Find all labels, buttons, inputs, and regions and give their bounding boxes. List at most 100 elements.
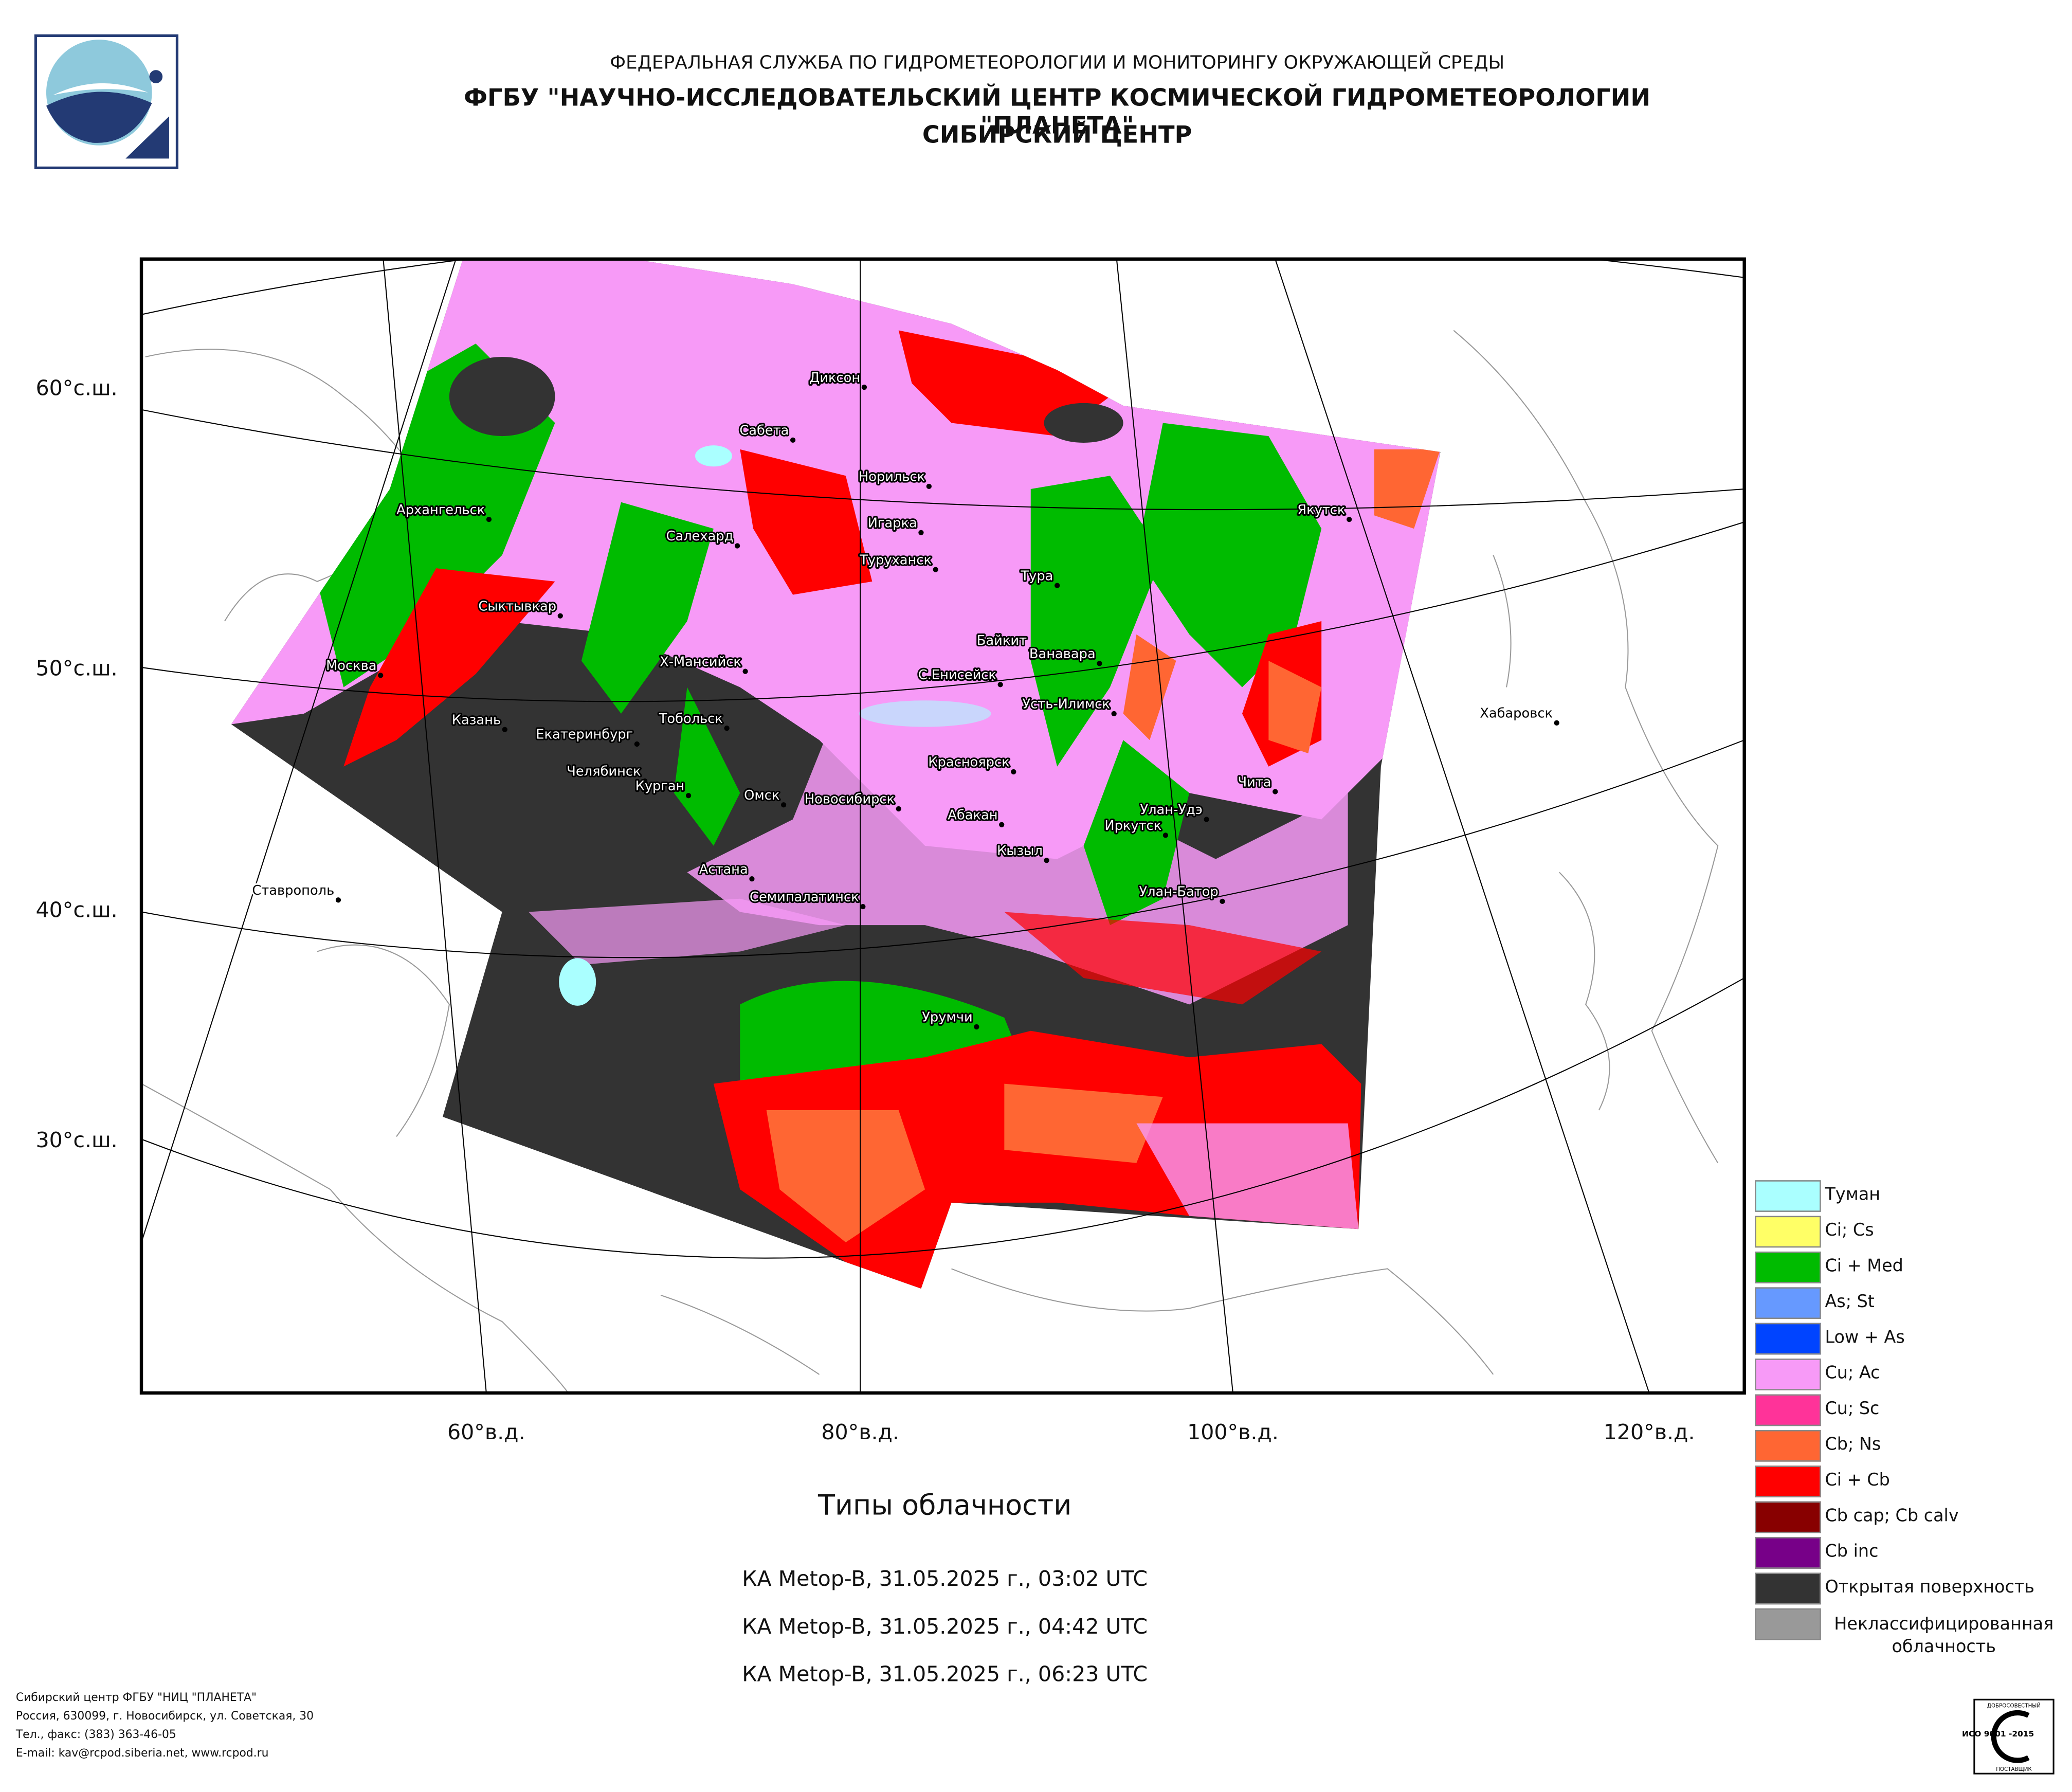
cert-code: ИСО 9001 -2015 [1962,1729,2034,1739]
city-dot [1273,789,1278,794]
city-dot [642,778,648,784]
legend-label: Cu; Sc [1825,1399,1880,1420]
footer-line: Сибирский центр ФГБУ "НИЦ "ПЛАНЕТА" [15,1691,257,1705]
city-dot [1028,647,1033,653]
city-dot [742,668,748,674]
header-agency: ФЕДЕРАЛЬНАЯ СЛУЖБА ПО ГИДРОМЕТЕОРОЛОГИИ … [610,52,1505,74]
city-dot [749,876,755,882]
city-label: Чита [1238,774,1271,790]
city-dot [502,727,507,732]
city-label: Сыктывкар [478,599,556,614]
lon-label: 80°в.д. [821,1420,899,1444]
city-label: Улан-Удэ [1140,802,1202,818]
city-label: Челябинск [567,764,641,780]
legend-swatch [1755,1180,1821,1212]
city-dot [1220,898,1225,904]
city-dot [933,567,938,572]
city-dot [999,822,1005,827]
lon-label: 60°в.д. [447,1420,525,1444]
lat-label: 50°с.ш. [35,656,117,680]
lat-label: 60°с.ш. [35,375,117,400]
city-label: Хабаровск [1480,706,1553,721]
city-label: Астана [699,862,748,877]
city-dot [1111,711,1117,717]
header-center: СИБИРСКИЙ ЦЕНТР [922,121,1192,150]
city-label: Х-Мансийск [660,654,741,669]
city-dot [1055,583,1060,588]
city-label: С.Енисейск [918,667,996,683]
city-dot [557,613,563,619]
legend-swatch [1755,1501,1821,1533]
city-label: Курган [635,779,685,794]
city-dot [918,530,924,535]
legend-label: Cb inc [1825,1542,1879,1562]
city-dot [685,793,692,799]
city-label: Урумчи [922,1010,972,1025]
footer-line: Тел., факс: (383) 363-46-05 [15,1728,176,1742]
city-layer: Диксон Сабета Норильск Игарка Туруханск Тура Я… [250,369,1559,1030]
legend-label: Cb; Ns [1825,1435,1881,1455]
legend-swatch [1755,1323,1821,1355]
legend-swatch [1755,1572,1821,1605]
legend-swatch [1755,1216,1821,1248]
legend-label: Открытая поверхность [1825,1578,2034,1598]
legend-swatch [1755,1394,1821,1426]
city-label: Ставрополь [252,883,334,898]
legend-label: Туман [1825,1185,1881,1206]
graticule-labels: 60°с.ш. 50°с.ш. 40°с.ш. 30°с.ш. 60°в.д. 80°в.… [35,375,1695,1444]
legend-label: Cb cap; Cb calv [1825,1507,1959,1527]
city-label: Тура [1020,568,1053,584]
city-label: Туруханск [859,552,932,568]
city-dot [860,904,866,910]
legend-label: Ci + Med [1825,1257,1903,1277]
lon-label: 100°в.д. [1187,1420,1279,1444]
legend-label: Ci; Cs [1825,1221,1874,1241]
city-dot [735,543,740,549]
city-dot [378,673,384,678]
city-label: Салехард [666,529,734,544]
legend-swatch [1755,1465,1821,1498]
legend-swatch [1755,1537,1821,1569]
legend-label: Cu; Ac [1825,1364,1880,1384]
city-label: Семипалатинск [750,890,859,905]
map-frame [139,257,1746,1395]
city-label: Омск [744,788,779,803]
city-label: Усть-Илимск [1022,697,1110,712]
cert-top: ДОБРОСОВЕСТНЫЙ [1987,1703,2041,1709]
city-label: Красноярск [928,755,1009,770]
pass-line: КА Metop-B, 31.05.2025 г., 03:02 UTC [742,1566,1148,1591]
city-dot [896,806,901,812]
legend-swatch [1755,1251,1821,1283]
city-label: Казань [452,712,501,728]
legend-swatch [1755,1287,1821,1319]
city-dot [634,741,640,747]
lon-label: 120°в.д. [1604,1420,1695,1444]
city-label: Новосибирск [805,792,895,807]
graticule [141,259,1744,1393]
city-label: Кызыл [997,843,1043,859]
city-dot [1554,720,1559,726]
certificate-logo: ДОБРОСОВЕСТНЫЙ ИСО 9001 -2015 ПОСТАВЩИК [1962,1698,2055,1775]
city-label: Москва [326,658,376,674]
city-dot [335,897,341,903]
city-label: Абакан [948,808,997,823]
legend-label: Ci + Cb [1825,1471,1890,1491]
logo [34,34,178,169]
city-dot [861,384,867,390]
city-dot [486,516,492,522]
city-dot [1044,858,1049,863]
city-label: Тобольск [659,711,723,727]
city-label: Иркутск [1104,818,1161,834]
legend-swatch [1755,1608,1821,1640]
city-dot [1162,832,1169,838]
city-dot [926,483,932,489]
city-label: Улан-Батор [1139,884,1218,900]
footer-line: E-mail: kav@rcpod.siberia.net, www.rcpod… [15,1747,269,1761]
city-dot [790,437,796,443]
city-dot [997,682,1003,687]
city-dot [724,726,730,731]
city-dot [974,1024,979,1030]
city-label: Сабета [739,423,789,439]
